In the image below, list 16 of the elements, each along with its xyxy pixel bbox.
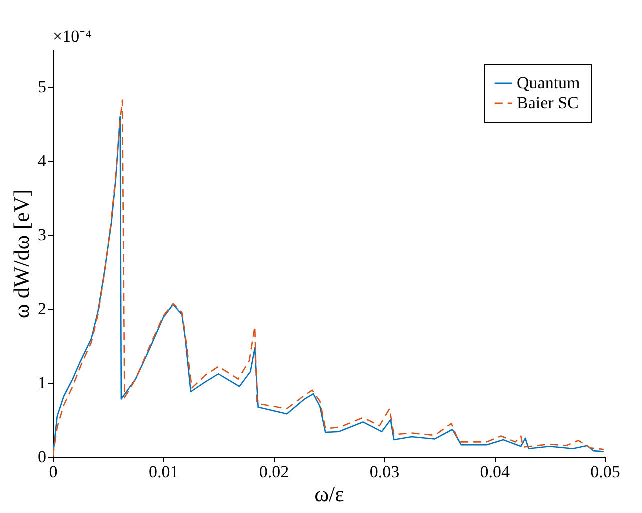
x-tick-label: 0.02: [259, 462, 290, 482]
x-tick-label: 0.03: [370, 462, 400, 482]
x-tick-label: 0.01: [149, 462, 179, 482]
x-axis-title: ω/ε: [314, 482, 344, 506]
text: ×10⁻⁴: [53, 27, 92, 46]
legend-label: Quantum: [517, 74, 580, 92]
y-tick-label: 2: [38, 300, 46, 318]
legend-label: Baier SC: [517, 94, 579, 112]
y-tick-label: 5: [38, 78, 46, 96]
x-tick-label: 0.04: [480, 462, 510, 482]
x-tick-label: 0.05: [590, 462, 620, 482]
y-tick-label: 1: [38, 374, 46, 392]
y-tick-label: 4: [38, 152, 47, 170]
y-tick-label: 0: [38, 448, 46, 466]
y-tick-label: 3: [38, 226, 46, 244]
y-axis-title: ω dW/dω [eV]: [9, 189, 34, 319]
